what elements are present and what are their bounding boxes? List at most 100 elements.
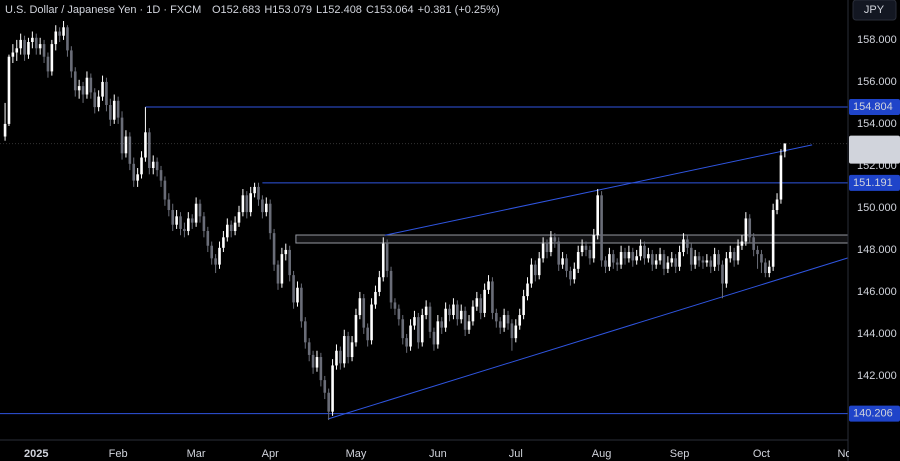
candle-body: [643, 245, 646, 259]
candle-body: [549, 237, 553, 253]
candle-body: [413, 317, 416, 326]
candle-body: [378, 277, 381, 292]
candle-body: [495, 312, 498, 322]
candle-body: [327, 392, 330, 412]
candle-body: [401, 319, 405, 339]
candle-body: [452, 304, 455, 316]
level-label-bg: [849, 174, 900, 191]
candle-body: [701, 260, 705, 263]
candle-body: [97, 96, 100, 108]
candle-body: [194, 203, 198, 223]
candle-body: [229, 224, 233, 232]
currency-button[interactable]: [852, 0, 897, 21]
level-label-bg: [849, 99, 900, 116]
candle-body: [530, 264, 533, 284]
candle-body: [144, 132, 147, 158]
candle-body: [623, 252, 627, 259]
candle-body: [284, 249, 288, 255]
candle-body: [280, 254, 284, 284]
candle-body: [261, 199, 264, 213]
candle-body: [736, 245, 740, 261]
y-tick-label: 142.000: [857, 370, 897, 382]
candle-body: [105, 81, 108, 106]
ohlc-legend: O152.683 H153.079 L152.408 C153.064 +0.381 (…: [212, 4, 500, 16]
candle-body: [42, 44, 46, 57]
x-tick-label: May: [346, 448, 367, 460]
candle-body: [198, 203, 202, 217]
candle-body: [335, 350, 338, 366]
trendline: [384, 144, 813, 236]
candle-body: [405, 338, 408, 347]
candle-body: [292, 275, 295, 303]
candle-body: [148, 132, 151, 169]
candle-body: [202, 216, 206, 232]
candle-body: [666, 262, 670, 269]
candle-body: [459, 310, 463, 320]
x-tick-label: Jun: [429, 448, 447, 460]
candle-body: [81, 86, 85, 95]
candle-body: [303, 321, 307, 343]
candle-body: [764, 262, 767, 274]
candle-body: [116, 100, 120, 118]
candle-body: [257, 186, 260, 200]
candle-body: [136, 174, 139, 181]
candle-body: [346, 336, 350, 358]
candle-body: [506, 315, 510, 324]
candle-body: [50, 44, 54, 72]
x-tick-label: Feb: [109, 448, 128, 460]
candle-body: [296, 287, 299, 303]
plot-area: [0, 21, 849, 421]
candle-body: [54, 31, 58, 45]
currency-label[interactable]: JPY: [864, 4, 885, 16]
candle-body: [779, 155, 783, 200]
candle-body: [463, 310, 467, 330]
candle-body: [561, 258, 564, 265]
level-label: 140.206: [853, 408, 893, 420]
candle-body: [354, 315, 358, 343]
candle-body: [3, 123, 7, 137]
candle-body: [77, 86, 81, 91]
y-tick-label: 156.000: [857, 76, 897, 88]
candle-body: [342, 336, 346, 364]
candle-body: [576, 252, 580, 269]
candle-body: [432, 331, 436, 345]
candle-body: [7, 56, 11, 124]
candle-body: [366, 327, 369, 341]
candle-body: [518, 315, 522, 326]
candle-body: [689, 247, 693, 265]
candle-body: [323, 380, 327, 393]
level-label-bg: [849, 405, 900, 422]
candle-body: [237, 212, 241, 223]
candle-body: [783, 143, 787, 152]
candle-body: [682, 239, 685, 253]
price-axis-bg: [848, 0, 900, 461]
candle-body: [600, 195, 603, 261]
candle-body: [93, 92, 97, 108]
candle-body: [471, 306, 475, 322]
trendline: [327, 257, 849, 420]
candle-body: [744, 218, 748, 242]
candle-body: [319, 357, 323, 381]
level-label: 154.804: [853, 101, 893, 113]
candle-body: [647, 254, 650, 259]
candle-body: [264, 203, 268, 213]
candle-body: [686, 239, 689, 248]
candle-body: [537, 258, 541, 276]
candle-body: [502, 315, 506, 328]
candle-body: [771, 210, 775, 267]
candle-body: [557, 241, 561, 265]
x-tick-label: Aug: [592, 448, 612, 460]
candle-body: [362, 298, 366, 328]
candle-body: [479, 298, 483, 313]
candle-body: [654, 260, 658, 265]
x-tick-label: Jul: [509, 448, 523, 460]
candle-body: [190, 218, 194, 223]
candle-body: [167, 199, 171, 211]
candle-body: [541, 243, 545, 259]
candle-body: [124, 136, 128, 154]
candle-body: [381, 243, 385, 278]
candle-body: [70, 50, 73, 72]
candle-body: [31, 37, 34, 43]
candle-body: [487, 281, 490, 290]
candle-body: [331, 365, 334, 412]
